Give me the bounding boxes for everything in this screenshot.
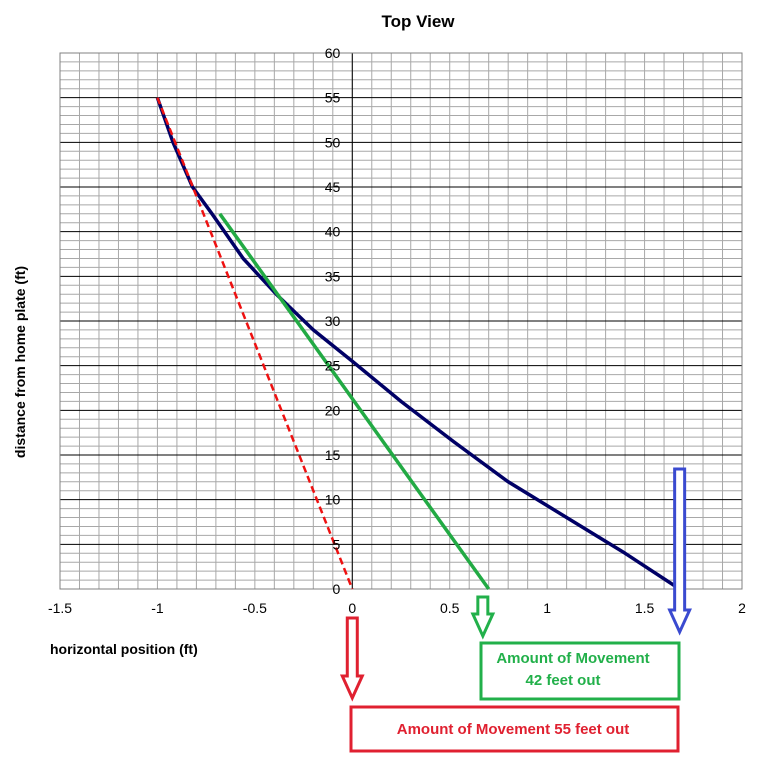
y-tick-label: 20 (325, 402, 341, 418)
x-tick-label: -1.5 (48, 600, 72, 616)
callout-text-42-line1: Amount of Movement (496, 650, 649, 667)
green-down-arrow (470, 595, 496, 640)
y-tick-label: 55 (325, 90, 341, 106)
x-tick-label: 2 (738, 600, 746, 616)
chart-title: Top View (381, 12, 455, 31)
x-tick-label: 0.5 (440, 600, 460, 616)
plot-grid (59, 52, 743, 590)
y-axis-label: distance from home plate (ft) (12, 266, 28, 458)
plot-series (155, 97, 681, 591)
x-tick-label: -0.5 (243, 600, 267, 616)
y-tick-label: 40 (325, 224, 341, 240)
trajectory-line-green (218, 212, 491, 591)
y-tick-label: 10 (325, 492, 341, 508)
y-tick-label: 45 (325, 179, 341, 195)
y-tick-label: 50 (325, 134, 341, 150)
callout-box-42-feet (479, 641, 681, 701)
x-axis-label: horizontal position (ft) (50, 641, 198, 657)
y-tick-label: 30 (325, 313, 341, 329)
tick-labels: -1.5 -1 -0.5 0 0.5 1 1.5 2051015202530354045505… (48, 45, 746, 616)
callout-box-55-feet (349, 705, 680, 753)
callout-text-42-line2: 42 feet out (525, 672, 600, 689)
y-tick-label: 60 (325, 45, 341, 61)
y-tick-label: 5 (332, 536, 340, 552)
x-tick-label: 0 (348, 600, 356, 616)
y-tick-label: 15 (325, 447, 341, 463)
blue-down-arrow (667, 467, 692, 636)
x-tick-label: 1 (543, 600, 551, 616)
trajectory-line-red-dashed (156, 97, 354, 590)
x-tick-label: -1 (151, 600, 164, 616)
y-tick-label: 0 (332, 581, 340, 597)
red-down-arrow (339, 616, 365, 702)
movement-arrows (339, 467, 692, 702)
plot-border (59, 52, 743, 590)
y-tick-label: 25 (325, 358, 341, 374)
callouts: Amount of Movement 42 feet out Amount of… (349, 641, 681, 753)
x-tick-label: 1.5 (635, 600, 655, 616)
y-tick-label: 35 (325, 268, 341, 284)
callout-text-55: Amount of Movement 55 feet out (397, 721, 630, 738)
